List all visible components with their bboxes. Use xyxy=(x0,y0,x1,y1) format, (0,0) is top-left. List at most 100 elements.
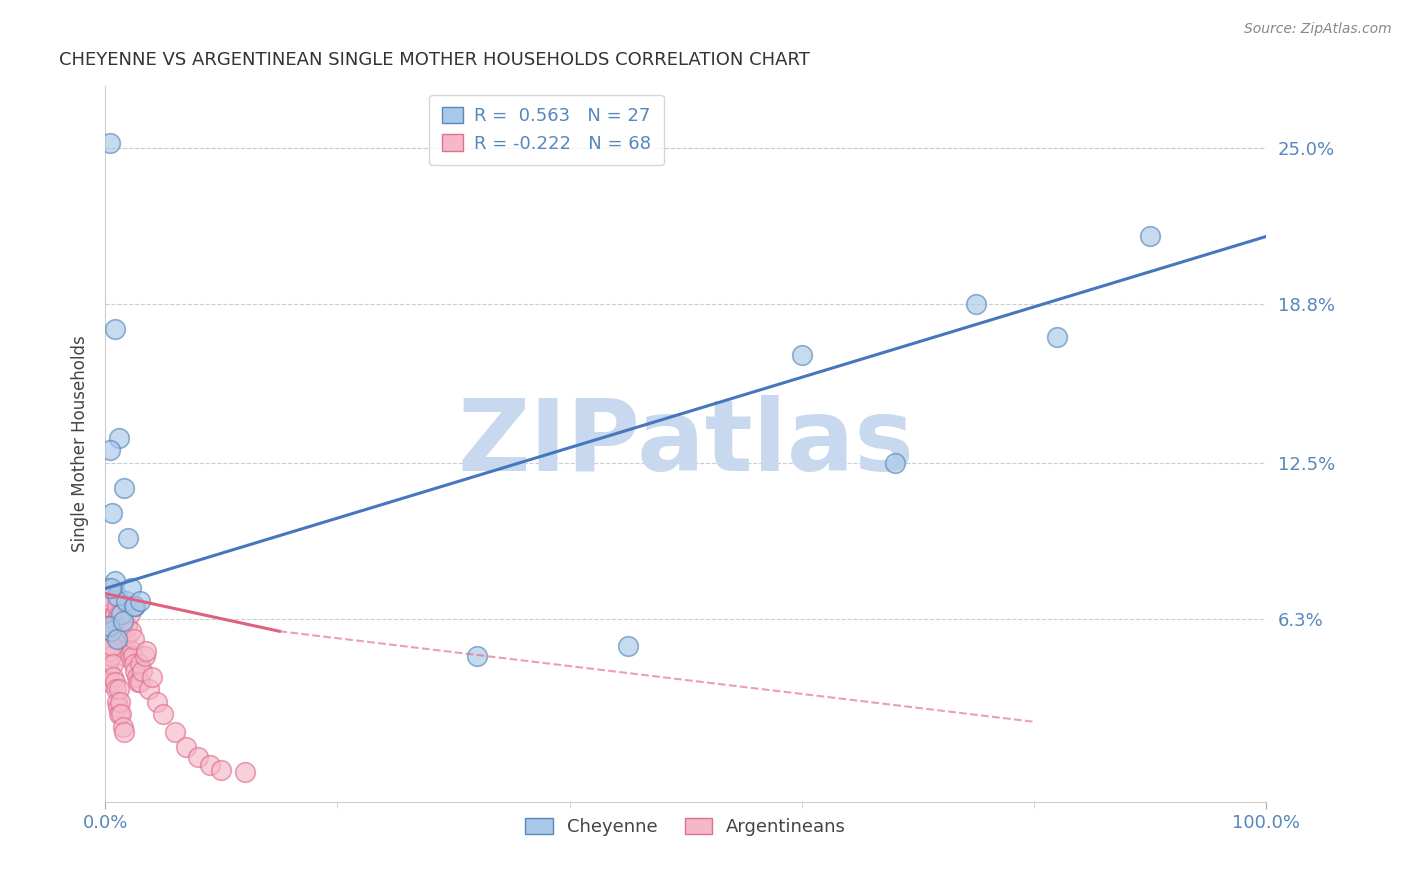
Point xyxy=(108,682,131,697)
Point xyxy=(101,640,124,654)
Point xyxy=(118,607,141,621)
Point xyxy=(101,506,124,520)
Point xyxy=(122,649,145,664)
Point xyxy=(114,649,136,664)
Point xyxy=(111,614,134,628)
Point xyxy=(98,599,121,613)
Point xyxy=(127,674,149,689)
Point xyxy=(108,624,131,639)
Point xyxy=(103,657,125,671)
Point xyxy=(198,757,221,772)
Point xyxy=(100,582,122,596)
Point xyxy=(112,481,135,495)
Point xyxy=(1139,229,1161,244)
Point xyxy=(98,614,121,628)
Point xyxy=(134,649,156,664)
Point xyxy=(790,348,813,362)
Point xyxy=(103,574,125,588)
Point xyxy=(104,682,127,697)
Point xyxy=(108,431,131,445)
Point xyxy=(111,632,134,646)
Point xyxy=(163,724,186,739)
Point xyxy=(103,624,125,639)
Point xyxy=(125,669,148,683)
Point xyxy=(117,619,139,633)
Point xyxy=(112,644,135,658)
Point xyxy=(112,724,135,739)
Text: Source: ZipAtlas.com: Source: ZipAtlas.com xyxy=(1244,22,1392,37)
Point xyxy=(135,644,157,658)
Point xyxy=(141,669,163,683)
Point xyxy=(105,695,128,709)
Point xyxy=(117,531,139,545)
Point xyxy=(96,657,118,671)
Point xyxy=(110,607,132,621)
Point xyxy=(209,763,232,777)
Point xyxy=(176,739,198,754)
Point xyxy=(110,640,132,654)
Point xyxy=(97,619,120,633)
Point xyxy=(105,589,128,603)
Point xyxy=(146,695,169,709)
Point xyxy=(616,640,638,654)
Point xyxy=(129,594,152,608)
Point xyxy=(97,589,120,603)
Point xyxy=(98,644,121,658)
Point xyxy=(117,599,139,613)
Point xyxy=(122,599,145,613)
Point xyxy=(96,582,118,596)
Point xyxy=(110,624,132,639)
Point xyxy=(100,624,122,639)
Point xyxy=(121,644,143,658)
Point xyxy=(965,297,987,311)
Point xyxy=(101,619,124,633)
Point xyxy=(124,599,146,613)
Point xyxy=(107,699,129,714)
Point xyxy=(120,582,142,596)
Point xyxy=(103,322,125,336)
Point xyxy=(120,624,142,639)
Text: CHEYENNE VS ARGENTINEAN SINGLE MOTHER HOUSEHOLDS CORRELATION CHART: CHEYENNE VS ARGENTINEAN SINGLE MOTHER HO… xyxy=(59,51,810,69)
Point xyxy=(115,594,138,608)
Point xyxy=(100,594,122,608)
Point xyxy=(111,619,134,633)
Point xyxy=(105,599,128,613)
Point xyxy=(97,665,120,679)
Point xyxy=(103,607,125,621)
Y-axis label: Single Mother Households: Single Mother Households xyxy=(72,335,89,552)
Point xyxy=(98,136,121,151)
Legend: Cheyenne, Argentineans: Cheyenne, Argentineans xyxy=(519,811,853,844)
Point xyxy=(103,669,125,683)
Point xyxy=(233,765,256,780)
Point xyxy=(883,456,905,470)
Point xyxy=(129,657,152,671)
Point xyxy=(138,682,160,697)
Point xyxy=(122,632,145,646)
Point xyxy=(104,614,127,628)
Point xyxy=(111,720,134,734)
Point xyxy=(103,674,125,689)
Point xyxy=(110,695,132,709)
Point xyxy=(152,707,174,722)
Point xyxy=(108,607,131,621)
Point xyxy=(100,649,122,664)
Point xyxy=(103,619,125,633)
Point xyxy=(465,649,488,664)
Point xyxy=(108,707,131,722)
Point xyxy=(98,443,121,458)
Point xyxy=(1046,330,1069,344)
Point xyxy=(100,632,122,646)
Point xyxy=(107,619,129,633)
Point xyxy=(110,707,132,722)
Point xyxy=(105,632,128,646)
Point xyxy=(124,665,146,679)
Point xyxy=(97,607,120,621)
Point xyxy=(115,632,138,646)
Point xyxy=(129,674,152,689)
Point xyxy=(122,657,145,671)
Text: ZIPatlas: ZIPatlas xyxy=(457,395,914,492)
Point xyxy=(98,674,121,689)
Point xyxy=(105,632,128,646)
Point xyxy=(131,665,153,679)
Point xyxy=(187,750,209,764)
